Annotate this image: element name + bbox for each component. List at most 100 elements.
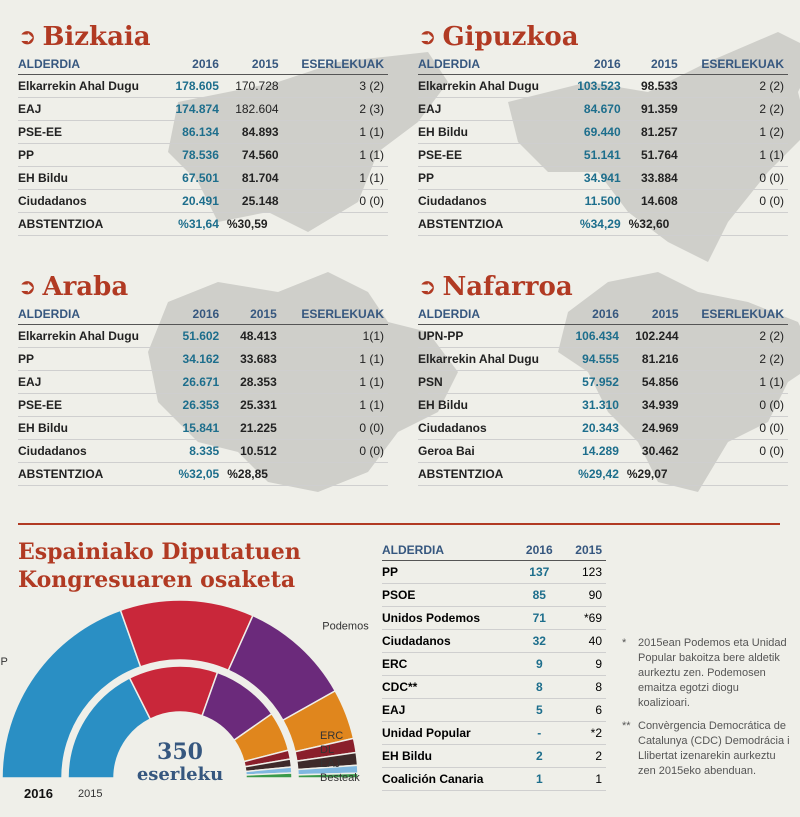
votes-2015: 48.413 xyxy=(223,324,281,348)
votes-2015: 14.608 xyxy=(624,189,682,213)
side-label-besteak: Besteak xyxy=(320,772,360,784)
votes-2016: 51.141 xyxy=(564,143,625,167)
col-2015: 2015 xyxy=(622,304,683,325)
seats xyxy=(682,462,788,486)
region-panel-bizkaia: ➲ Bizkaia ALDERDIA 2016 2015 ESERLEKUAK … xyxy=(18,22,448,252)
party-name: EH Bildu xyxy=(382,744,518,768)
votes-2015: 102.244 xyxy=(622,324,683,348)
col-2015: 2015 xyxy=(223,304,281,325)
seats: 1 (1) xyxy=(682,370,788,394)
votes-2015: 28.353 xyxy=(223,370,281,394)
seats-2016: 1 xyxy=(517,767,562,791)
party-name: EAJ xyxy=(18,97,164,121)
table-row: PP 137 123 xyxy=(382,560,606,584)
table-row: EH Bildu 2 2 xyxy=(382,744,606,768)
seat-slice-2016-besteak xyxy=(297,772,359,779)
col-2016: 2016 xyxy=(163,54,223,75)
votes-2016: 174.874 xyxy=(163,97,223,121)
party-name: ERC xyxy=(382,652,518,676)
party-name: EH Bildu xyxy=(418,393,564,417)
table-row: PSE-EE 86.134 84.893 1 (1) xyxy=(18,120,388,144)
seats-2016: 85 xyxy=(517,583,562,607)
votes-2015: 54.856 xyxy=(622,370,683,394)
party-name: Unidos Podemos xyxy=(382,606,518,630)
seats-2015: *69 xyxy=(561,606,606,630)
votes-2016: %31,64 xyxy=(163,212,223,236)
table-row: EAJ 26.671 28.353 1 (1) xyxy=(18,370,388,394)
region-title: ➲ Gipuzkoa xyxy=(418,22,579,52)
seats-2016: 8 xyxy=(517,675,562,699)
table-row: Ciudadanos 32 40 xyxy=(382,629,606,653)
seats: 2 (2) xyxy=(682,347,788,371)
seats: 0 (0) xyxy=(682,393,788,417)
votes-2016: 57.952 xyxy=(563,370,623,394)
party-name: Elkarrekin Ahal Dugu xyxy=(18,74,164,98)
party-name: Ciudadanos xyxy=(418,416,564,440)
party-name: PSE-EE xyxy=(18,393,166,417)
seats-2015: 9 xyxy=(561,652,606,676)
votes-2016: 69.440 xyxy=(564,120,625,144)
party-name: Unidad Popular xyxy=(382,721,518,745)
votes-2016: 26.353 xyxy=(165,393,224,417)
votes-2015: 91.359 xyxy=(624,97,682,121)
votes-2015: %32,60 xyxy=(624,212,682,236)
seats: 1 (1) xyxy=(282,166,388,190)
table-row: Ciudadanos 20.343 24.969 0 (0) xyxy=(418,416,788,440)
votes-2015: %30,59 xyxy=(222,212,283,236)
seats-2016: 2 xyxy=(517,744,562,768)
table-row: EH Bildu 69.440 81.257 1 (2) xyxy=(418,120,788,144)
table-row: CDC** 8 8 xyxy=(382,675,606,699)
seats: 2 (2) xyxy=(681,97,788,121)
table-row: PP 78.536 74.560 1 (1) xyxy=(18,143,388,167)
votes-2016: 84.670 xyxy=(564,97,625,121)
col-2015: 2015 xyxy=(222,54,283,75)
congress-title: Espainiako Diputatuen Kongresuaren osake… xyxy=(18,538,301,594)
table-row: ERC 9 9 xyxy=(382,652,606,676)
votes-2016: 103.523 xyxy=(564,74,625,98)
col-party: ALDERDIA xyxy=(382,540,518,561)
table-row: ABSTENTZIOA %32,05 %28,85 xyxy=(18,462,388,486)
slice-label-podemos: Podemos xyxy=(322,620,369,632)
region-name: Araba xyxy=(42,272,129,302)
table-row: ABSTENTZIOA %31,64 %30,59 xyxy=(18,212,388,236)
seats: 3 (2) xyxy=(282,74,388,98)
arrow-icon: ➲ xyxy=(418,274,437,300)
votes-2016: 34.162 xyxy=(165,347,224,371)
table-row: ABSTENTZIOA %34,29 %32,60 xyxy=(418,212,788,236)
total-seats-number: 350 xyxy=(157,739,203,765)
votes-2015: 21.225 xyxy=(223,416,281,440)
table-row: Unidad Popular - *2 xyxy=(382,721,606,745)
seats: 0 (0) xyxy=(280,439,388,463)
seats: 1 (1) xyxy=(282,120,388,144)
seats-2016: 5 xyxy=(517,698,562,722)
table-row: Elkarrekin Ahal Dugu 51.602 48.413 1(1) xyxy=(18,324,388,348)
footnote-text: 2015ean Podemos eta Unidad Popular bakoi… xyxy=(638,637,787,709)
seats: 0 (0) xyxy=(682,439,788,463)
table-row: Unidos Podemos 71 *69 xyxy=(382,606,606,630)
region-name: Gipuzkoa xyxy=(442,22,579,52)
col-party: ALDERDIA xyxy=(418,304,564,325)
party-name: EAJ xyxy=(382,698,518,722)
col-seats: ESERLEKUAK xyxy=(682,304,788,325)
col-2015: 2015 xyxy=(624,54,682,75)
col-seats: ESERLEKUAK xyxy=(280,304,388,325)
party-name: Elkarrekin Ahal Dugu xyxy=(18,324,166,348)
seats-2015: 8 xyxy=(561,675,606,699)
votes-2016: %34,29 xyxy=(564,212,625,236)
votes-2016: 51.602 xyxy=(165,324,224,348)
seats: 0 (0) xyxy=(681,166,788,190)
party-name: Ciudadanos xyxy=(18,189,164,213)
footnote-text: Convèrgencia Democrática de Catalunya (C… xyxy=(638,720,790,777)
region-panel-gipuzkoa: ➲ Gipuzkoa ALDERDIA 2016 2015 ESERLEKUAK… xyxy=(418,22,800,262)
votes-2016: 20.343 xyxy=(563,416,623,440)
votes-2015: 10.512 xyxy=(223,439,281,463)
party-name: PSN xyxy=(418,370,564,394)
party-name: EH Bildu xyxy=(18,166,164,190)
arrow-icon: ➲ xyxy=(418,24,437,50)
votes-2016: 15.841 xyxy=(165,416,224,440)
col-2016: 2016 xyxy=(517,540,562,561)
side-label-eaj: EAJ xyxy=(320,758,341,770)
congress-table: ALDERDIA 2016 2015 PP 137 123 PSOE 85 90 Uni… xyxy=(382,540,606,791)
col-2016: 2016 xyxy=(564,54,625,75)
seat-slice-2015-besteak xyxy=(245,772,293,779)
